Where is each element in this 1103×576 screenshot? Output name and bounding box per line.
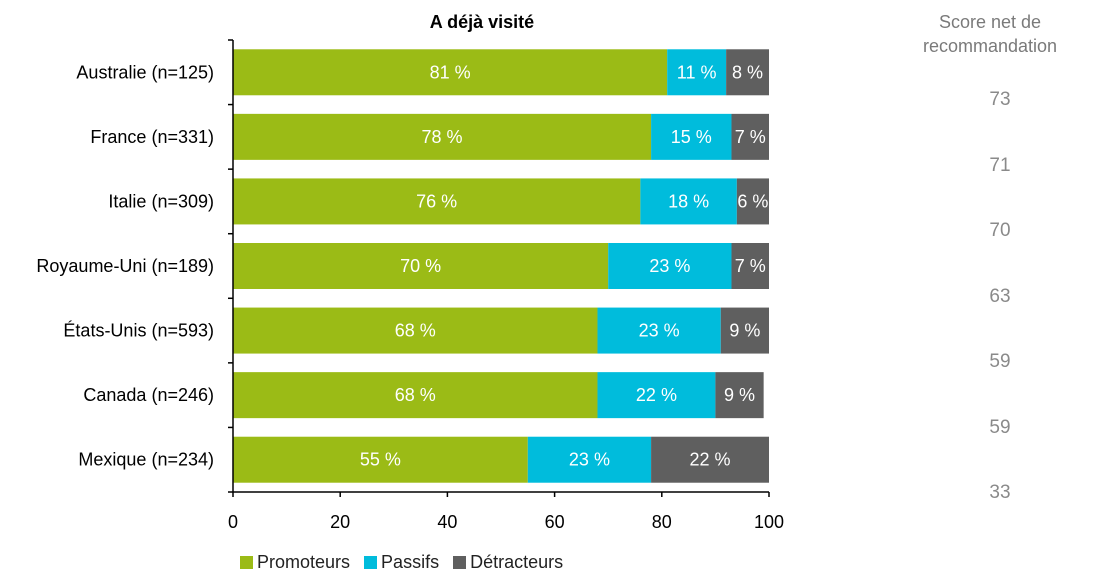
nps-value: 59 (989, 351, 1011, 372)
x-tick-label: 20 (330, 512, 350, 532)
data-label: 70 % (400, 256, 441, 276)
x-tick-label: 40 (437, 512, 457, 532)
x-tick-label: 80 (652, 512, 672, 532)
x-tick-label: 0 (228, 512, 238, 532)
category-label: Mexique (n=234) (78, 450, 214, 470)
nps-header-line1: Score net de (938, 12, 1042, 32)
bar-segment-promoteurs (233, 243, 609, 289)
bar-segment-promoteurs (233, 113, 652, 160)
nps-value: 73 (989, 89, 1011, 110)
legend-label: Promoteurs (257, 551, 351, 572)
legend-item: Promoteurs (240, 552, 350, 573)
legend-swatch (364, 555, 378, 569)
nps-header-line2: recommandation (922, 36, 1058, 56)
bar-segment-détracteurs (726, 49, 769, 96)
x-tick-label: 60 (545, 512, 565, 532)
data-label: 78 % (422, 127, 463, 147)
bar-segment-détracteurs (731, 113, 769, 160)
bar-segment-passifs (640, 178, 737, 225)
data-label: 8 % (732, 62, 763, 82)
nps-value: 63 (989, 285, 1011, 307)
data-label: 23 % (639, 321, 680, 341)
category-label: Italie (n=309) (108, 191, 214, 211)
bar-segment-promoteurs (233, 372, 598, 419)
category-label: Canada (n=246) (83, 385, 214, 405)
chart-title: A déjà visité (430, 12, 534, 32)
data-label: 68 % (395, 385, 436, 405)
data-label: 22 % (636, 385, 677, 405)
bar-segment-promoteurs (233, 178, 641, 225)
legend-label: Passifs (381, 551, 440, 572)
nps-value: 71 (989, 154, 1011, 176)
bar-segment-promoteurs (233, 436, 528, 483)
category-label: Royaume-Uni (n=189) (36, 256, 214, 276)
chart-legend: Promoteurs Passifs Détracteurs (240, 551, 577, 573)
bar-segment-passifs (651, 113, 732, 160)
nps-value: 33 (989, 482, 1011, 503)
category-label: États-Unis (n=593) (63, 321, 214, 341)
bar-segment-passifs (597, 307, 721, 354)
bar-segment-détracteurs (731, 243, 769, 289)
x-tick-label: 100 (754, 512, 784, 532)
data-label: 6 % (737, 191, 768, 211)
legend-item: Détracteurs (453, 552, 563, 573)
axes-layer: Australie (n=125) France (n=331) Italie (n… (36, 39, 784, 532)
legend-swatch (453, 555, 467, 569)
data-label: 7 % (735, 256, 766, 276)
nps-value: 59 (989, 416, 1011, 438)
data-label: 81 % (430, 62, 471, 82)
data-label: 11 % (677, 62, 717, 82)
bar-segment-détracteurs (715, 372, 764, 419)
bar-segment-passifs (667, 49, 727, 96)
data-label: 9 % (724, 385, 755, 405)
bar-segment-passifs (597, 372, 716, 419)
legend-swatch (240, 555, 253, 569)
nps-header: Score net de recommandation (900, 10, 1080, 58)
data-label: 23 % (649, 256, 690, 276)
category-label: France (n=331) (90, 127, 214, 147)
data-label: 23 % (569, 450, 610, 470)
bars-layer: 81 % 11 % 8 % 78 % 15 % 7 % 76 % 18 % 6 % 70 % 23 … (233, 49, 769, 483)
data-label: 68 % (395, 321, 436, 341)
bar-segment-promoteurs (233, 49, 668, 96)
data-label: 7 % (735, 127, 766, 147)
bar-segment-détracteurs (651, 436, 769, 483)
data-label: 18 % (668, 191, 709, 211)
data-label: 15 % (671, 127, 712, 147)
legend-item: Passifs (364, 552, 439, 573)
data-label: 22 % (690, 450, 731, 470)
bar-segment-promoteurs (233, 307, 598, 354)
data-label: 55 % (360, 450, 401, 470)
data-label: 76 % (416, 191, 457, 211)
bar-segment-détracteurs (720, 307, 769, 354)
data-label: 9 % (729, 321, 760, 341)
nps-value: 70 (989, 220, 1011, 241)
bar-segment-passifs (608, 243, 732, 289)
category-label: Australie (n=125) (76, 62, 214, 82)
bar-segment-détracteurs (736, 178, 769, 225)
legend-label: Détracteurs (470, 551, 564, 572)
bar-segment-passifs (527, 436, 652, 483)
